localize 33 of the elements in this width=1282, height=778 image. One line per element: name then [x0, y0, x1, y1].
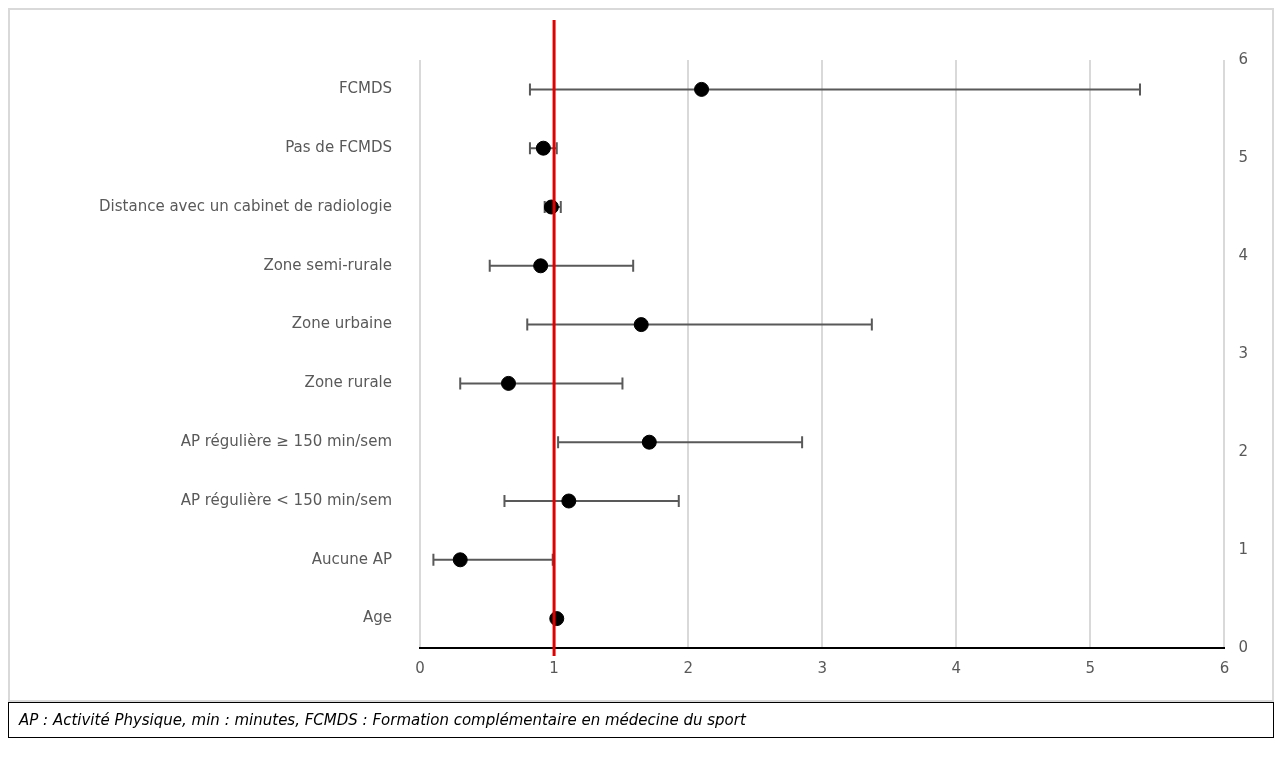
y-tick-label: Age — [362, 608, 392, 627]
point — [500, 375, 516, 391]
y2-tick-label: 2 — [1238, 441, 1248, 460]
x-tick-label: 1 — [549, 658, 559, 677]
y-tick-label: AP régulière ≥ 150 min/sem — [180, 432, 392, 451]
y2-tick-label: 6 — [1238, 49, 1248, 68]
point — [633, 317, 649, 333]
y-tick-label: Aucune AP — [311, 549, 392, 568]
y-tick-label: Zone semi-rurale — [263, 255, 392, 274]
point — [694, 81, 710, 97]
y-tick-label: Distance avec un cabinet de radiologie — [99, 196, 392, 215]
y-tick-label: AP régulière < 150 min/sem — [180, 490, 392, 509]
x-tick-label: 3 — [817, 658, 827, 677]
y-tick-label: Pas de FCMDS — [285, 138, 392, 157]
y2-tick-label: 5 — [1238, 147, 1248, 166]
point — [641, 434, 657, 450]
point — [533, 258, 549, 274]
y-tick-label: Zone urbaine — [291, 314, 392, 333]
y-tick-label: Zone rurale — [304, 373, 392, 392]
point — [561, 493, 577, 509]
x-tick-label: 5 — [1085, 658, 1096, 677]
point — [452, 552, 468, 568]
text: AP : Activité Physique, min : minutes, FCMDS : Formation complémentaire en médecine du sport — [8, 702, 1274, 738]
y2-tick-label: 0 — [1238, 637, 1248, 656]
y2-tick-label: 4 — [1238, 245, 1248, 264]
y-tick-label: FCMDS — [338, 79, 392, 98]
x-tick-label: 0 — [415, 658, 425, 677]
y2-tick-label: 1 — [1238, 539, 1248, 558]
point — [535, 140, 551, 156]
x-tick-label: 4 — [951, 658, 962, 677]
y2-tick-label: 3 — [1238, 343, 1248, 362]
x-tick-label: 2 — [683, 658, 693, 677]
x-tick-label: 6 — [1219, 658, 1230, 677]
